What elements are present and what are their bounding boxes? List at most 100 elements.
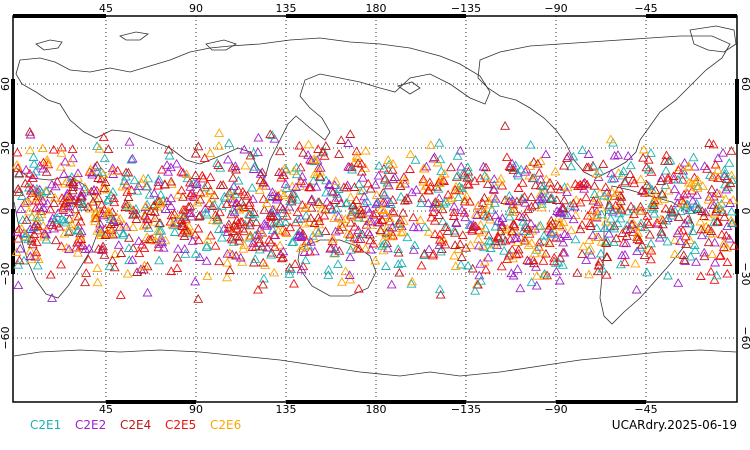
- observation-marker: [41, 186, 52, 195]
- observation-marker: [165, 162, 176, 172]
- observation-marker: [109, 262, 120, 272]
- observation-marker: [374, 160, 385, 170]
- observation-marker: [31, 219, 42, 229]
- observation-marker: [323, 270, 334, 279]
- observation-marker: [662, 270, 673, 280]
- observation-marker: [421, 161, 432, 171]
- observation-marker: [166, 210, 177, 220]
- observation-marker: [545, 193, 556, 203]
- observation-marker: [190, 249, 201, 258]
- observation-marker: [104, 261, 115, 271]
- observation-marker: [118, 229, 129, 239]
- observation-marker: [497, 213, 508, 223]
- observation-marker: [675, 206, 686, 216]
- observation-marker: [356, 209, 367, 219]
- observation-marker: [278, 246, 289, 256]
- observation-marker: [725, 178, 736, 187]
- observation-marker: [110, 249, 121, 258]
- observation-marker: [145, 234, 156, 244]
- coastline-islands-3: [205, 39, 237, 51]
- observation-marker: [336, 135, 347, 144]
- observation-marker: [95, 228, 106, 238]
- coastline-north-america: [477, 35, 731, 179]
- observation-marker: [123, 192, 134, 201]
- observation-marker: [205, 230, 216, 240]
- observation-marker: [680, 231, 691, 241]
- observation-marker: [484, 235, 494, 245]
- top-edge-bar-3: [646, 14, 737, 18]
- observation-marker: [628, 204, 639, 214]
- observation-marker: [108, 229, 119, 239]
- observation-marker: [115, 213, 126, 223]
- observation-marker: [675, 236, 686, 246]
- observation-marker: [266, 249, 277, 259]
- observation-marker: [142, 214, 153, 224]
- observation-marker: [393, 244, 404, 253]
- observation-marker: [677, 174, 688, 184]
- observation-marker: [507, 163, 518, 172]
- observation-marker: [319, 210, 330, 220]
- observation-marker: [600, 182, 611, 192]
- observation-marker: [88, 196, 99, 206]
- observation-marker: [619, 257, 630, 267]
- observation-marker: [380, 261, 391, 270]
- observation-marker: [85, 164, 96, 174]
- observation-marker: [299, 218, 310, 228]
- observation-marker: [192, 197, 203, 207]
- legend-item-c2e6: C2E6: [210, 418, 241, 432]
- legend-item-c2e1: C2E1: [30, 418, 61, 432]
- observation-marker: [25, 145, 36, 155]
- observation-marker: [597, 263, 608, 273]
- observation-marker: [698, 211, 709, 220]
- observation-marker: [562, 182, 573, 192]
- observation-marker: [190, 276, 201, 286]
- observation-marker: [121, 179, 132, 189]
- observation-marker: [334, 149, 344, 158]
- observation-marker: [276, 253, 287, 263]
- observation-marker: [13, 183, 24, 193]
- observation-marker: [623, 150, 634, 160]
- observation-marker: [435, 173, 446, 183]
- observation-marker: [292, 214, 303, 224]
- observation-marker: [685, 251, 696, 261]
- observation-marker: [540, 248, 551, 258]
- observation-marker: [399, 172, 409, 181]
- observation-marker: [277, 208, 288, 217]
- observation-marker: [353, 179, 364, 188]
- observation-marker: [511, 196, 522, 206]
- observation-marker: [266, 247, 277, 257]
- observation-marker: [76, 190, 86, 200]
- observation-marker: [84, 166, 95, 176]
- observation-marker: [695, 216, 706, 226]
- observation-marker: [349, 182, 360, 191]
- observation-marker: [728, 195, 739, 204]
- observation-marker: [565, 200, 576, 210]
- observation-marker: [538, 181, 549, 191]
- observation-marker: [364, 216, 375, 226]
- observation-marker: [267, 187, 278, 196]
- observation-marker: [13, 280, 24, 290]
- observation-marker: [138, 264, 149, 274]
- observation-marker: [115, 221, 126, 231]
- observation-marker: [462, 172, 473, 182]
- observation-marker: [169, 227, 180, 236]
- observation-marker: [699, 247, 710, 257]
- observation-marker: [49, 198, 59, 207]
- observation-marker: [558, 203, 569, 212]
- observation-marker: [433, 183, 444, 193]
- observation-marker: [513, 244, 524, 254]
- observation-marker: [646, 245, 657, 255]
- observation-marker: [349, 221, 360, 231]
- observation-marker: [696, 224, 707, 234]
- observation-marker: [718, 242, 729, 251]
- observation-marker: [550, 166, 561, 176]
- observation-marker: [381, 222, 392, 232]
- observation-marker: [545, 183, 556, 193]
- observation-marker: [446, 162, 456, 172]
- observation-marker: [475, 258, 486, 268]
- observation-marker: [326, 242, 337, 252]
- bottom-edge-bar-3: [556, 400, 646, 404]
- observation-marker: [77, 198, 88, 207]
- observation-marker: [72, 247, 83, 257]
- observation-marker: [387, 206, 398, 215]
